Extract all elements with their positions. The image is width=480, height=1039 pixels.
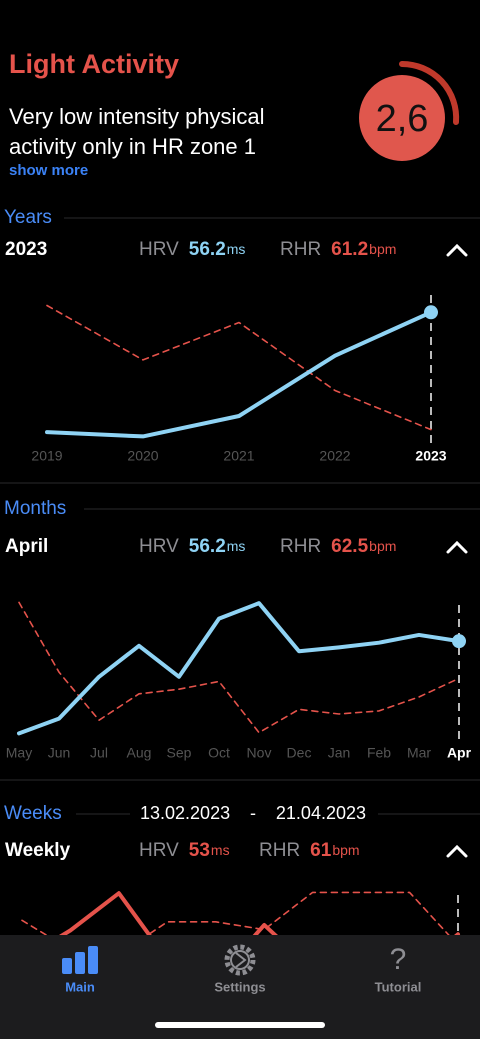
- current-point: [452, 634, 466, 649]
- collapse-chevron[interactable]: [446, 540, 468, 554]
- x-tick-label: Aug: [127, 745, 152, 761]
- hrv-value: 53: [189, 840, 210, 861]
- description: activity only in HR zone 1: [9, 134, 256, 159]
- hrv-stat: HRV 56.2ms: [139, 239, 245, 260]
- x-tick-label: Feb: [367, 745, 391, 761]
- x-tick-label: Jul: [90, 745, 108, 761]
- rhr-unit: bpm: [369, 241, 396, 257]
- current-point: [424, 305, 438, 320]
- date-from: 13.02.2023: [140, 803, 230, 823]
- title: Light Activity: [9, 49, 179, 79]
- x-tick-label: Apr: [447, 745, 472, 761]
- rhr-label: RHR: [259, 840, 300, 861]
- x-tick-label: Sep: [167, 745, 192, 761]
- hrv-unit: ms: [211, 842, 230, 858]
- x-tick-label: Mar: [407, 745, 431, 761]
- score: 2,6: [376, 98, 429, 140]
- rhr-line: [18, 601, 460, 734]
- hrv-stat: HRV 53ms: [139, 840, 230, 861]
- x-tick-label: 2021: [223, 448, 254, 464]
- home-indicator: [155, 1022, 325, 1028]
- x-tick-label: 2022: [319, 448, 350, 464]
- hrv-label: HRV: [139, 536, 179, 557]
- hrv-label: HRV: [139, 840, 179, 861]
- tab-settings-icon[interactable]: [224, 944, 256, 976]
- show-more[interactable]: show more: [9, 162, 88, 179]
- rhr-label: RHR: [280, 536, 321, 557]
- x-tick-label: Jun: [48, 745, 71, 761]
- x-tick-label: 2019: [31, 448, 62, 464]
- hrv-value: 56.2: [189, 536, 226, 557]
- hrv-line: [45, 310, 433, 439]
- x-tick-label: Jan: [328, 745, 351, 761]
- tab-label[interactable]: Settings: [214, 979, 265, 994]
- x-tick-label: May: [6, 745, 32, 761]
- rhr-stat: RHR 62.5bpm: [280, 536, 396, 557]
- hrv-label: HRV: [139, 239, 179, 260]
- rhr-label: RHR: [280, 239, 321, 260]
- collapse-chevron[interactable]: [446, 243, 468, 257]
- period-label: Months: [4, 498, 66, 519]
- tab-main-icon[interactable]: [62, 946, 98, 974]
- rhr-unit: bpm: [332, 842, 359, 858]
- rhr-stat: RHR 61.2bpm: [280, 239, 396, 260]
- period-value: April: [5, 536, 48, 557]
- period-label: Weeks: [4, 803, 62, 824]
- x-tick-label: 2023: [415, 448, 446, 464]
- hrv-unit: ms: [227, 538, 246, 554]
- rhr-unit: bpm: [369, 538, 396, 554]
- hrv-line: [17, 601, 461, 736]
- rhr-value: 61.2: [331, 239, 368, 260]
- rhr-stat: RHR 61bpm: [259, 840, 360, 861]
- tab-label[interactable]: Tutorial: [375, 979, 422, 994]
- score-ring: [399, 60, 460, 125]
- x-tick-label: 2020: [127, 448, 158, 464]
- tab-tutorial-icon[interactable]: ?: [390, 943, 407, 976]
- score-badge: [359, 75, 445, 161]
- x-tick-label: Dec: [287, 745, 312, 761]
- date-to: 21.04.2023: [276, 803, 366, 823]
- rhr-value: 61: [310, 840, 332, 861]
- rhr-value: 62.5: [331, 536, 368, 557]
- period-value: 2023: [5, 239, 47, 260]
- hrv-value: 56.2: [189, 239, 226, 260]
- hrv-unit: ms: [227, 241, 246, 257]
- rhr-line: [46, 304, 432, 431]
- collapse-chevron[interactable]: [446, 844, 468, 858]
- hrv-stat: HRV 56.2ms: [139, 536, 245, 557]
- tab-label[interactable]: Main: [65, 979, 95, 994]
- description: Very low intensity physical: [9, 104, 265, 129]
- date-separator: -: [250, 803, 256, 823]
- x-tick-label: Oct: [208, 745, 230, 761]
- period-label: Years: [4, 207, 52, 228]
- x-tick-label: Nov: [247, 745, 272, 761]
- charts: 2019 2020 2021 2022 2023 May Jun Jul Aug Sep Oct No…: [6, 295, 472, 993]
- period-value: Weekly: [5, 840, 71, 861]
